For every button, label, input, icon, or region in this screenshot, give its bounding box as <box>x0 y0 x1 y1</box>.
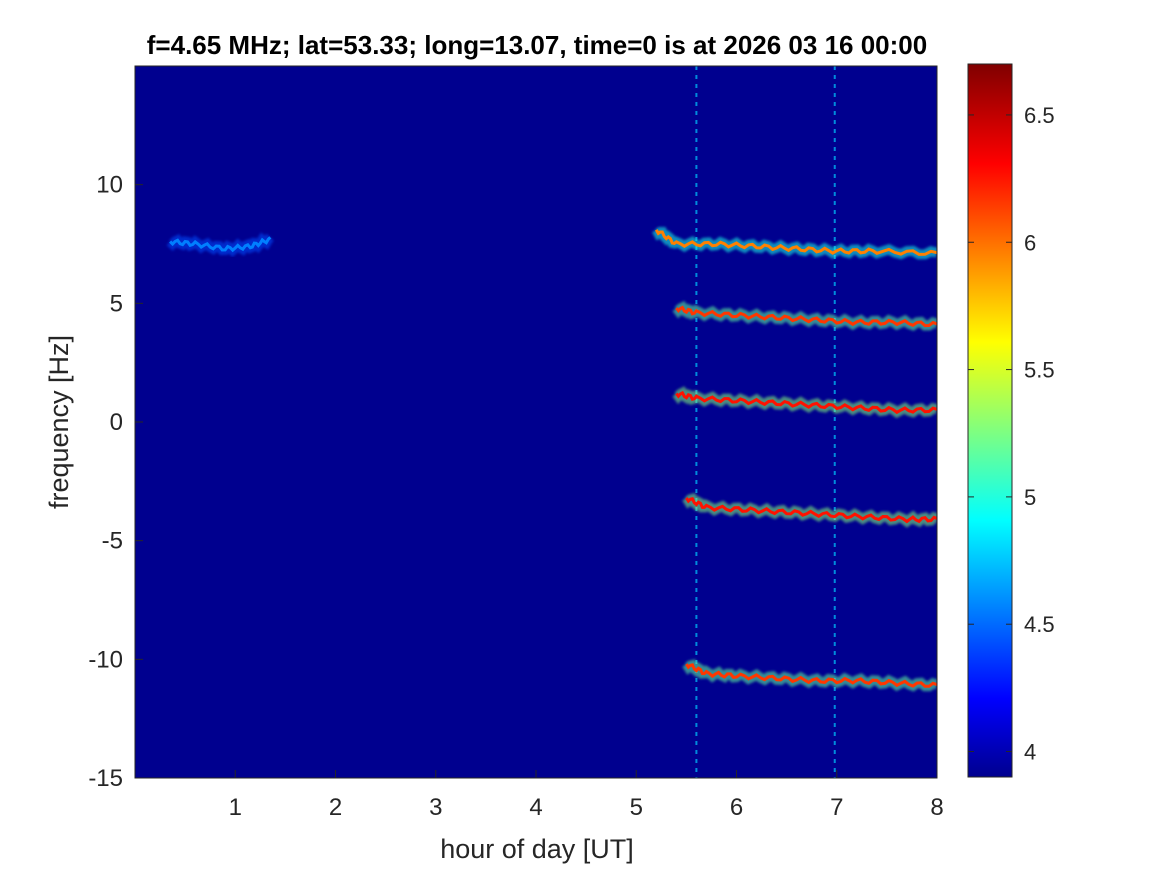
y-axis-label: frequency [Hz] <box>44 335 74 509</box>
y-tick-label: -15 <box>88 765 123 792</box>
colorbar-tick-label: 5.5 <box>1024 358 1055 383</box>
trace <box>685 663 937 688</box>
trace <box>675 390 937 415</box>
x-tick-label: 2 <box>329 794 342 821</box>
trace <box>675 305 937 328</box>
plot-area <box>135 66 937 778</box>
x-tick-label: 6 <box>730 794 743 821</box>
colorbar-tick-label: 5 <box>1024 485 1036 510</box>
y-tick-label: 0 <box>110 409 123 436</box>
x-tick-label: 5 <box>630 794 643 821</box>
x-axis-label: hour of day [UT] <box>440 834 634 864</box>
chart-title: f=4.65 MHz; lat=53.33; long=13.07, time=… <box>147 30 927 60</box>
y-tick-label: -10 <box>88 646 123 673</box>
x-axis: 1 2 3 4 5 6 7 8 <box>229 770 944 821</box>
y-axis: -15 -10 -5 0 5 10 <box>88 172 143 792</box>
x-tick-label: 8 <box>930 794 943 821</box>
colorbar-tick-label: 4.5 <box>1024 612 1055 637</box>
x-tick-label: 1 <box>229 794 242 821</box>
trace <box>169 236 272 253</box>
x-tick-label: 3 <box>429 794 442 821</box>
spectrogram-traces <box>166 66 937 778</box>
y-tick-label: 5 <box>110 290 123 317</box>
colorbar <box>967 63 1013 778</box>
colorbar-ticks: 4 4.5 5 5.5 6 6.5 <box>968 103 1055 765</box>
y-tick-label: -5 <box>102 528 123 555</box>
x-tick-label: 4 <box>529 794 542 821</box>
colorbar-tick-label: 4 <box>1024 740 1036 765</box>
trace <box>685 497 937 524</box>
x-tick-label: 7 <box>830 794 843 821</box>
colorbar-tick-label: 6 <box>1024 230 1036 255</box>
trace <box>654 229 937 256</box>
y-tick-label: 10 <box>96 172 123 199</box>
colorbar-tick-label: 6.5 <box>1024 103 1055 128</box>
